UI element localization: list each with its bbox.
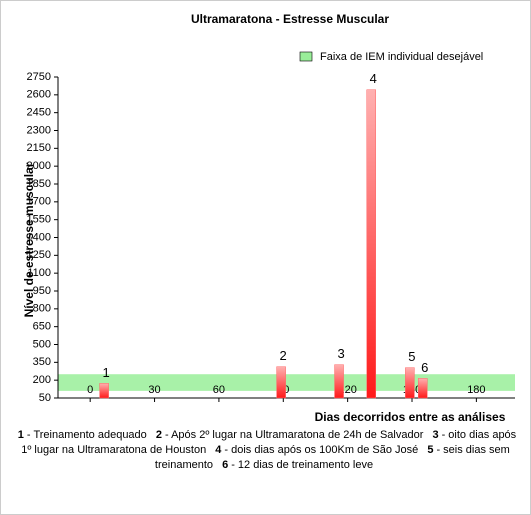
y-tick-label: 1550 [27, 214, 51, 226]
x-axis-title: Dias decorridos entre as análises [315, 410, 506, 424]
y-tick-label: 2150 [27, 142, 51, 154]
y-tick-label: 350 [33, 356, 51, 368]
note-number: 2 [155, 429, 162, 441]
y-tick-label: 2300 [27, 124, 51, 136]
bar [417, 378, 428, 399]
bar [405, 367, 415, 399]
bar [99, 383, 109, 399]
y-tick-label: 2450 [27, 107, 51, 119]
x-tick-label: 180 [467, 384, 485, 396]
y-axis-title: Nível de estresse muscular [22, 162, 36, 317]
footnotes: 1- Treinamento adequado 2- Após 2º lugar… [10, 428, 521, 473]
y-tick-label: 200 [33, 374, 51, 386]
note-number: 4 [215, 444, 222, 456]
y-tick-label: 1400 [27, 231, 51, 243]
note: 5- seis dias sem treinamento [155, 444, 510, 471]
y-tick-label: 2600 [27, 89, 51, 101]
note-text: - seis dias sem treinamento [154, 444, 510, 471]
y-tick-label: 2750 [27, 71, 51, 83]
note: 6- 12 dias de treinamento leve [222, 459, 373, 471]
note-text: - dois dias após os 100Km de São José [224, 444, 419, 456]
y-tick-label: 1100 [27, 267, 51, 279]
y-tick-label: 1700 [27, 196, 51, 208]
target-band [58, 374, 515, 391]
note-number: 6 [222, 459, 229, 471]
note-number: 1 [17, 429, 24, 441]
y-tick-label: 950 [33, 285, 51, 297]
x-tick-label: 30 [148, 384, 160, 396]
note-number: 5 [427, 444, 434, 456]
x-tick-label: 0 [87, 384, 93, 396]
note-text: - Após 2º lugar na Ultramaratona de 24h … [164, 429, 424, 441]
y-tick-label: 1850 [27, 178, 51, 190]
bar [334, 364, 344, 399]
y-tick-label: 500 [33, 338, 51, 350]
y-tick-label: 50 [39, 392, 51, 404]
bar [366, 89, 376, 399]
y-tick-label: 2000 [27, 160, 51, 172]
bar-label: 6 [421, 360, 428, 375]
bar-label: 5 [408, 349, 415, 364]
bar-label: 2 [280, 348, 287, 363]
legend-swatch [299, 51, 313, 62]
bar-label: 3 [337, 346, 344, 361]
bar [276, 366, 286, 399]
note-text: - 12 dias de treinamento leve [231, 459, 374, 471]
note: 3- oito dias após 1º lugar na Ultramarat… [21, 429, 516, 456]
y-tick-label: 650 [33, 321, 51, 333]
y-tick-label: 800 [33, 303, 51, 315]
note-text: - oito dias após 1º lugar na Ultramarato… [21, 429, 517, 456]
x-tick-label: 60 [213, 384, 225, 396]
note: 2- Após 2º lugar na Ultramaratona de 24h… [156, 429, 424, 441]
bar-label: 1 [103, 365, 110, 380]
bar-label: 4 [370, 71, 377, 86]
chart-title: Ultramaratona - Estresse Muscular [191, 12, 389, 26]
note: 1- Treinamento adequado [18, 429, 147, 441]
legend-label: Faixa de IEM individual desejável [320, 51, 483, 63]
note-text: - Treinamento adequado [26, 429, 147, 441]
note: 4- dois dias após os 100Km de São José [215, 444, 418, 456]
note-number: 3 [432, 429, 439, 441]
y-tick-label: 1250 [27, 249, 51, 261]
